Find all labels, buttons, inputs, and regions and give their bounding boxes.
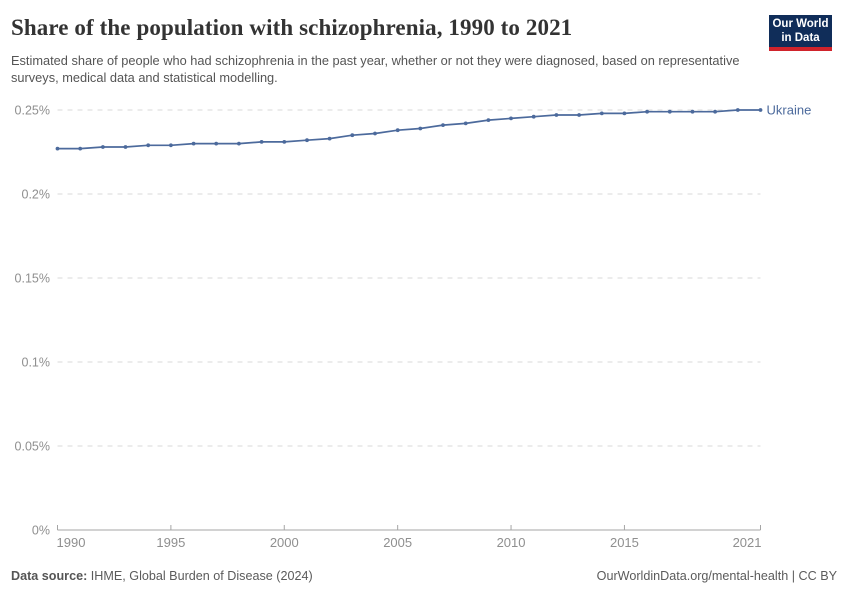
series-line[interactable] <box>57 109 761 150</box>
data-point[interactable] <box>667 109 672 114</box>
owid-logo[interactable]: Our World in Data <box>769 15 832 51</box>
x-axis-tick-label: 2021 <box>733 535 762 550</box>
data-point[interactable] <box>577 113 581 117</box>
data-point[interactable] <box>463 121 468 126</box>
x-axis-tick-label: 1990 <box>57 535 86 550</box>
data-point[interactable] <box>327 136 332 141</box>
data-point[interactable] <box>146 143 151 148</box>
data-point[interactable] <box>373 131 377 136</box>
data-point[interactable] <box>259 140 264 144</box>
y-axis-tick-label: 0.05% <box>15 440 50 454</box>
data-point[interactable] <box>191 141 196 146</box>
data-point[interactable] <box>418 126 423 131</box>
chart-header: Share of the population with schizophren… <box>11 13 751 86</box>
data-point[interactable] <box>486 118 491 122</box>
data-source-label: Data source: <box>11 569 88 583</box>
data-point[interactable] <box>237 141 241 146</box>
x-axis-tick-label: 2000 <box>270 535 299 550</box>
data-point[interactable] <box>55 146 60 151</box>
data-point[interactable] <box>622 111 627 116</box>
series-end-label[interactable]: Ukraine <box>767 103 812 118</box>
data-point[interactable] <box>123 145 128 149</box>
data-point[interactable] <box>531 114 536 119</box>
data-point[interactable] <box>599 111 604 116</box>
x-axis-tick-label: 1995 <box>156 535 185 550</box>
y-axis-tick-label: 0.25% <box>15 104 50 118</box>
data-point[interactable] <box>509 116 513 121</box>
data-point[interactable] <box>735 108 740 112</box>
data-point[interactable] <box>350 133 355 138</box>
data-point[interactable] <box>214 141 219 146</box>
data-point[interactable] <box>758 108 763 112</box>
credit-link[interactable]: OurWorldinData.org/mental-health | CC BY <box>596 569 837 583</box>
data-source: Data source: IHME, Global Burden of Dise… <box>11 569 313 583</box>
data-source-value: IHME, Global Burden of Disease (2024) <box>87 569 313 583</box>
data-point[interactable] <box>554 113 559 117</box>
x-axis-tick-label: 2015 <box>610 535 639 550</box>
y-axis-tick-label: 0.15% <box>15 272 50 286</box>
x-axis-tick-label: 2005 <box>383 535 412 550</box>
data-point[interactable] <box>441 123 445 127</box>
owid-logo-line2: in Data <box>781 31 820 44</box>
chart-subtitle: Estimated share of people who had schizo… <box>11 53 740 85</box>
data-point[interactable] <box>169 143 173 148</box>
data-point[interactable] <box>101 145 105 149</box>
x-axis-tick-label: 2010 <box>497 535 526 550</box>
data-point[interactable] <box>395 128 400 133</box>
data-point[interactable] <box>305 138 309 143</box>
data-point[interactable] <box>645 109 649 114</box>
y-axis-tick-label: 0.2% <box>22 188 51 202</box>
data-point[interactable] <box>282 140 287 144</box>
data-point[interactable] <box>78 146 83 151</box>
chart-title: Share of the population with schizophren… <box>11 15 573 40</box>
y-axis-tick-label: 0.1% <box>22 356 51 370</box>
y-axis-tick-label: 0% <box>32 524 50 538</box>
owid-logo-line1: Our World <box>772 18 829 30</box>
data-point[interactable] <box>690 109 695 114</box>
data-point[interactable] <box>713 109 717 114</box>
